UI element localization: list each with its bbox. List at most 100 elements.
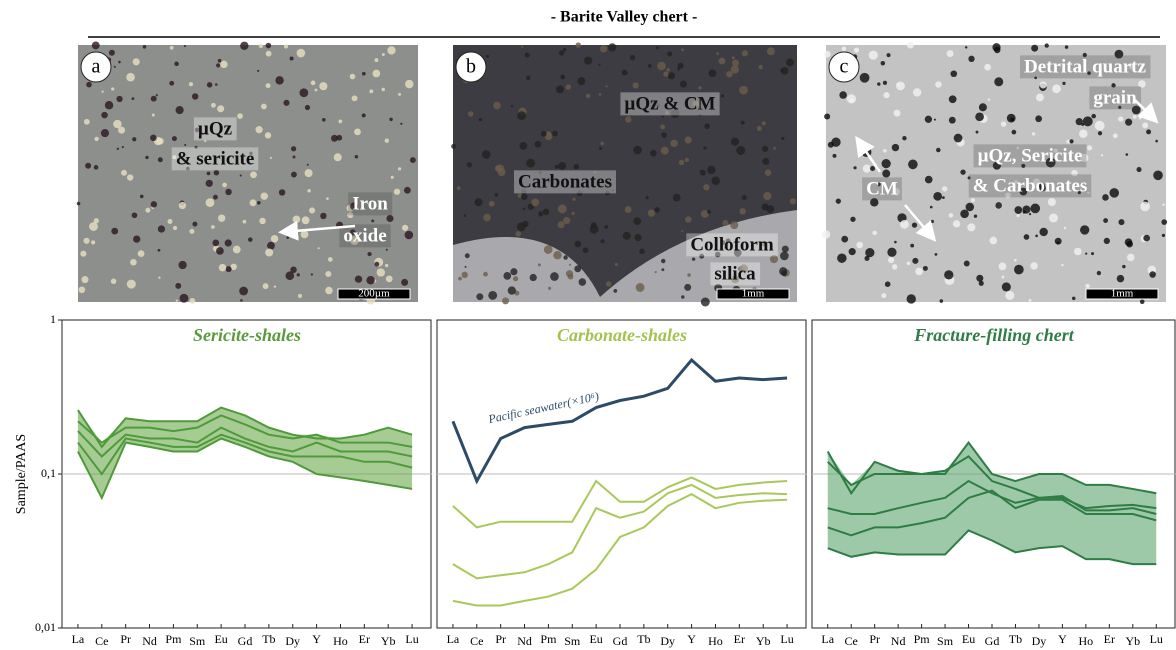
photo-grain bbox=[935, 81, 942, 88]
photo-grain bbox=[973, 214, 978, 218]
photo-grain bbox=[225, 266, 232, 273]
x-tick-label: Er bbox=[359, 632, 370, 646]
photo-grain bbox=[1073, 247, 1082, 256]
photo-grain bbox=[192, 221, 198, 227]
series-line bbox=[452, 476, 788, 529]
photo-grain bbox=[1087, 191, 1090, 194]
photo-grain bbox=[354, 154, 359, 159]
photo-grain bbox=[232, 245, 241, 254]
photo-grain bbox=[80, 250, 87, 257]
photo-letter-badge bbox=[80, 51, 112, 83]
chart-title: Sericite-shales bbox=[193, 325, 301, 345]
photo-grain bbox=[1126, 253, 1135, 262]
photo-label: Iron bbox=[352, 193, 388, 214]
x-tick-label: Yb bbox=[756, 634, 771, 648]
photo-grain bbox=[1030, 262, 1038, 270]
photo-grain bbox=[126, 72, 135, 82]
photo-grain bbox=[625, 116, 632, 123]
photo-grain bbox=[111, 87, 115, 91]
photo-grain bbox=[189, 228, 195, 234]
photo-grain bbox=[1114, 49, 1124, 59]
photo-grain bbox=[989, 236, 998, 245]
photo-grain bbox=[310, 273, 314, 276]
photo-grain bbox=[1082, 116, 1093, 127]
photo-grain bbox=[1030, 203, 1041, 214]
photo-grain bbox=[726, 70, 733, 78]
photo-grain bbox=[663, 71, 669, 77]
photo-grain bbox=[1122, 264, 1126, 269]
photo-grain bbox=[732, 59, 739, 67]
photo-grain bbox=[493, 101, 501, 110]
photo-letter: b bbox=[466, 56, 476, 78]
arrow bbox=[904, 204, 937, 242]
photo-letter: a bbox=[92, 56, 101, 78]
photo-grain bbox=[354, 128, 361, 136]
photo-grain bbox=[531, 198, 540, 207]
photo-grain bbox=[517, 111, 527, 121]
photo-grain bbox=[130, 258, 137, 266]
photo-grain bbox=[320, 212, 327, 220]
photo-grain bbox=[781, 136, 785, 141]
photo-grain bbox=[1053, 148, 1058, 153]
photo-grain bbox=[699, 253, 705, 259]
photo-grain bbox=[1085, 252, 1088, 255]
photo-grain bbox=[137, 250, 145, 258]
photo-grain bbox=[550, 272, 559, 281]
photo-grain bbox=[554, 164, 559, 169]
photo-grain bbox=[83, 118, 90, 125]
photo-grain bbox=[94, 136, 99, 142]
x-tick-label: Dy bbox=[1032, 634, 1047, 648]
photo-grain bbox=[361, 71, 366, 76]
photo-grain bbox=[892, 187, 901, 196]
photo-grain bbox=[1087, 71, 1091, 75]
x-tick-label: Dy bbox=[660, 634, 675, 648]
photo-grain bbox=[1140, 201, 1150, 212]
photo-grain bbox=[1016, 213, 1020, 218]
photo-grain bbox=[289, 56, 294, 61]
photo-grain bbox=[700, 297, 710, 307]
x-tick-label: Pr bbox=[495, 632, 506, 646]
photo-grain bbox=[150, 95, 157, 102]
photo-grain bbox=[1019, 187, 1028, 196]
photo-grain bbox=[111, 227, 119, 235]
arrow bbox=[855, 135, 882, 173]
photo-grain bbox=[994, 77, 1004, 87]
x-tick-label: Eu bbox=[962, 632, 975, 646]
photo-grain bbox=[629, 54, 636, 61]
photo-grain bbox=[661, 115, 664, 118]
photo-grain bbox=[1028, 212, 1032, 216]
photo-grain bbox=[205, 179, 213, 187]
photo-grain bbox=[1132, 115, 1137, 119]
photo-grain bbox=[265, 42, 272, 49]
photo-grain bbox=[169, 45, 174, 50]
photo-grain bbox=[741, 194, 747, 201]
photo-grain bbox=[1049, 213, 1059, 223]
photo-grain bbox=[1103, 218, 1109, 223]
photo-grain bbox=[529, 273, 537, 282]
photo-grain bbox=[299, 88, 309, 98]
photo-grain bbox=[260, 192, 268, 200]
photo-grain bbox=[703, 146, 707, 150]
photo-grain bbox=[758, 64, 763, 70]
photo-grain bbox=[466, 162, 472, 168]
x-tick-label: Ce bbox=[845, 634, 858, 648]
label-box bbox=[620, 92, 720, 116]
photo-grain bbox=[589, 224, 599, 234]
photo-grain bbox=[151, 113, 155, 117]
x-tick-label: Pr bbox=[120, 632, 131, 646]
photo-grain bbox=[942, 196, 945, 200]
photo-grain bbox=[1125, 153, 1129, 156]
photo-grain bbox=[464, 253, 470, 259]
photo-grain bbox=[622, 231, 631, 240]
photo-grain bbox=[850, 216, 856, 222]
photo-grain bbox=[327, 257, 333, 262]
photo-grain bbox=[211, 225, 215, 229]
photo-grain bbox=[934, 253, 938, 256]
photo-grain bbox=[718, 57, 726, 65]
photo-grain bbox=[1032, 178, 1040, 186]
photo-grain bbox=[304, 104, 311, 111]
photo-grain bbox=[700, 209, 709, 218]
photo-grain bbox=[225, 188, 232, 196]
photo-grain bbox=[278, 189, 286, 196]
photo-grain bbox=[707, 165, 716, 174]
